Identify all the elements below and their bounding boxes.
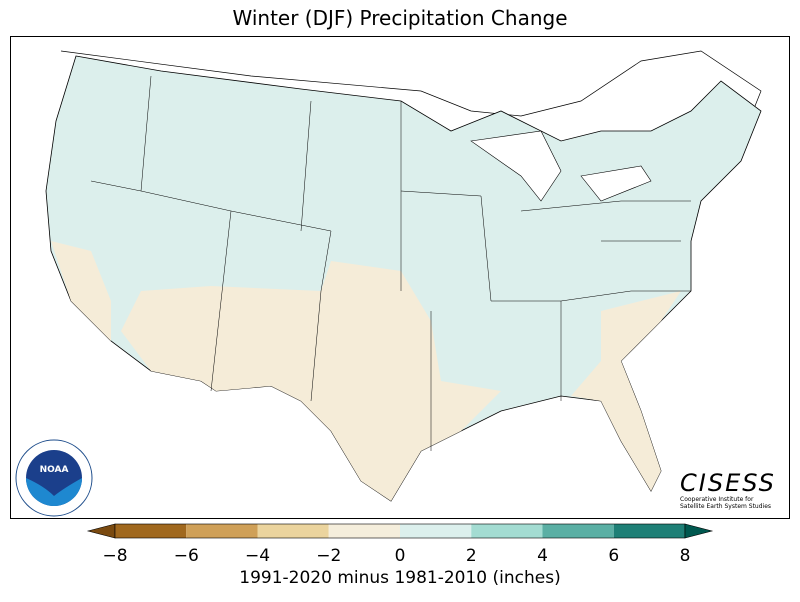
map-title: Winter (DJF) Precipitation Change xyxy=(232,6,568,30)
colorbar-tick-label: −4 xyxy=(244,546,271,566)
dry-california xyxy=(51,241,111,341)
colorbar-tick-label: 6 xyxy=(608,546,620,566)
great-lakes xyxy=(470,130,652,202)
colorbar-over-arrow xyxy=(684,523,714,539)
dry-southeast xyxy=(571,291,681,491)
cisess-subtitle-1: Cooperative Institute for xyxy=(680,496,754,503)
colorbar-bin xyxy=(613,524,685,538)
colorbar-tick-label: 8 xyxy=(679,546,691,566)
colorbar-bin xyxy=(328,524,400,538)
colorbar-tick-label: 2 xyxy=(465,546,477,566)
cisess-subtitle-2: Satellite Earth System Studies xyxy=(680,503,772,510)
noaa-logo: NOAA xyxy=(15,439,93,517)
colorbar-bin xyxy=(471,524,543,538)
colorbar-bin xyxy=(400,524,472,538)
colorbar-tick-label: 4 xyxy=(537,546,548,566)
map-panel xyxy=(10,36,790,519)
dry-southwest xyxy=(121,261,501,501)
colorbar-tick-label: 0 xyxy=(394,546,406,566)
svg-text:NOAA: NOAA xyxy=(40,465,69,475)
colorbar-label: 1991-2020 minus 1981-2010 (inches) xyxy=(239,568,561,588)
canada-border xyxy=(60,50,762,142)
colorbar-bin xyxy=(115,524,187,538)
cisess-logo: CISESS Cooperative Institute for Satelli… xyxy=(680,470,776,510)
precipitation-change-map xyxy=(45,50,762,502)
state-borders xyxy=(90,75,691,451)
colorbar xyxy=(86,523,714,539)
colorbar-tick-label: −6 xyxy=(173,546,199,566)
colorbar-under-arrow xyxy=(86,523,116,539)
colorbar-tick-label: −8 xyxy=(102,546,128,566)
colorbar-bin xyxy=(542,524,614,538)
colorbar-tick-label: −2 xyxy=(316,546,342,566)
cisess-wordmark: CISESS xyxy=(680,469,776,497)
colorbar-bin xyxy=(186,524,258,538)
colorbar-bin xyxy=(257,524,329,538)
